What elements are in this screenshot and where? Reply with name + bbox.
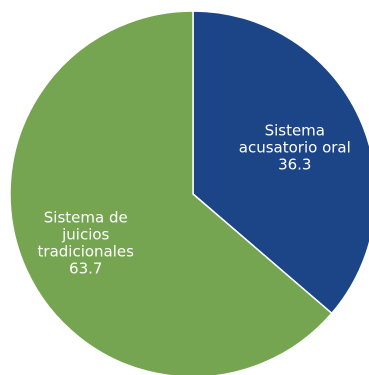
- pie-slice-1: [9, 10, 333, 375]
- pie-slice-category-line-1: juicios: [61, 225, 109, 243]
- pie-slice-category-line-0: Sistema: [265, 121, 325, 139]
- pie-slices-layer: [9, 10, 369, 375]
- pie-slice-category-line-1: tradicionales: [38, 242, 135, 260]
- pie-labels-layer: Sistema acusatorio oral 36.3 Sistema de juic…: [38, 121, 351, 277]
- pie-slice-label-0: Sistema acusatorio oral 36.3: [239, 121, 351, 173]
- pie-slice-value-0: 36.3: [278, 155, 311, 173]
- pie-slice-label-1: Sistema de juicios tradicionales 63.7: [38, 208, 135, 277]
- pie-slice-0: [192, 10, 369, 315]
- pie-slice-category-line-1: Sistema de: [44, 208, 128, 226]
- pie-slice-category-line-0: acusatorio oral: [239, 138, 351, 156]
- pie-slice-value-1: 63.7: [69, 259, 102, 277]
